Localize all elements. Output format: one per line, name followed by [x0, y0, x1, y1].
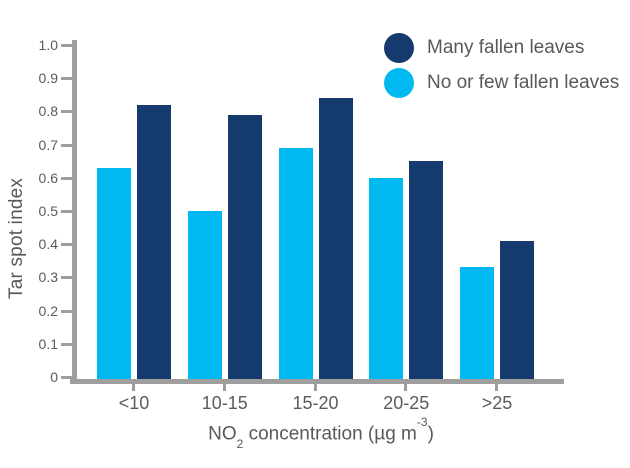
- y-axis-tick: [61, 210, 72, 213]
- x-axis-tick-label: 15-20: [292, 393, 339, 413]
- x-axis-title-superscript: -3: [416, 415, 428, 429]
- x-axis-title: NO2 concentration (µg m-3): [77, 415, 565, 451]
- bar: [278, 147, 313, 379]
- bar: [460, 267, 494, 379]
- x-axis-tick: [132, 384, 135, 391]
- y-axis-tick-label: 0.7: [38, 136, 58, 153]
- bar: [227, 114, 262, 379]
- x-axis-line: [70, 379, 564, 384]
- legend-row-no-or-few-fallen-leaves: No or few fallen leaves: [384, 65, 619, 100]
- bar: [500, 240, 534, 379]
- legend-label-no-or-few-fallen-leaves: No or few fallen leaves: [427, 71, 620, 93]
- x-axis-tick: [313, 384, 317, 391]
- x-axis-title-subscript: 2: [236, 437, 244, 452]
- y-axis-tick-label: 0.1: [38, 335, 58, 352]
- y-axis-tick: [61, 342, 72, 346]
- y-axis-tick: [61, 77, 72, 81]
- bar: [409, 161, 444, 379]
- y-axis-line: [72, 40, 77, 384]
- x-axis-tick-label: 10-15: [201, 393, 248, 413]
- y-axis-tick: [61, 110, 72, 114]
- y-axis-tick: [61, 44, 72, 47]
- x-axis-title-end: ): [427, 423, 434, 445]
- x-axis-title-text: NO: [208, 423, 237, 445]
- x-axis-title-mid: concentration (µg m: [243, 423, 417, 445]
- x-axis-tick-label: 20-25: [383, 393, 430, 413]
- y-axis-tick-label: 1.0: [38, 37, 58, 53]
- y-axis-tick: [61, 143, 72, 147]
- legend-row-many-fallen-leaves: Many fallen leaves: [384, 30, 619, 65]
- y-axis-tick: [61, 243, 72, 247]
- y-axis-tick-label: 0.5: [38, 203, 58, 219]
- y-axis-tick-label: 0.4: [38, 236, 58, 253]
- legend: Many fallen leaves No or few fallen leav…: [384, 30, 619, 100]
- y-axis-tick-label: 0: [50, 369, 58, 385]
- bar: [187, 211, 222, 379]
- y-axis-tick: [61, 309, 72, 313]
- x-axis-tick-label: >25: [481, 393, 513, 413]
- legend-marker-many-fallen-leaves: [384, 32, 414, 63]
- y-axis-tick-label: 0.2: [38, 302, 58, 319]
- y-axis-tick: [61, 276, 72, 280]
- bar: [97, 167, 131, 379]
- x-axis-tick: [222, 384, 226, 391]
- legend-marker-no-or-few-fallen-leaves: [384, 67, 414, 98]
- bar: [137, 104, 171, 379]
- x-axis-tick: [495, 384, 498, 391]
- y-axis-tick-label: 0.8: [38, 103, 58, 120]
- x-axis-tick: [404, 384, 408, 391]
- y-axis-tick-label: 0.6: [38, 169, 58, 186]
- bar: [318, 98, 353, 379]
- bar: [369, 177, 404, 379]
- y-axis-tick-label: 0.9: [38, 70, 58, 87]
- x-axis-tick-label: <10: [118, 393, 150, 413]
- legend-label-many-fallen-leaves: Many fallen leaves: [427, 36, 585, 58]
- y-axis-tick-label: 0.3: [38, 269, 58, 286]
- y-axis-tick: [61, 176, 72, 180]
- y-axis-tick: [61, 376, 72, 379]
